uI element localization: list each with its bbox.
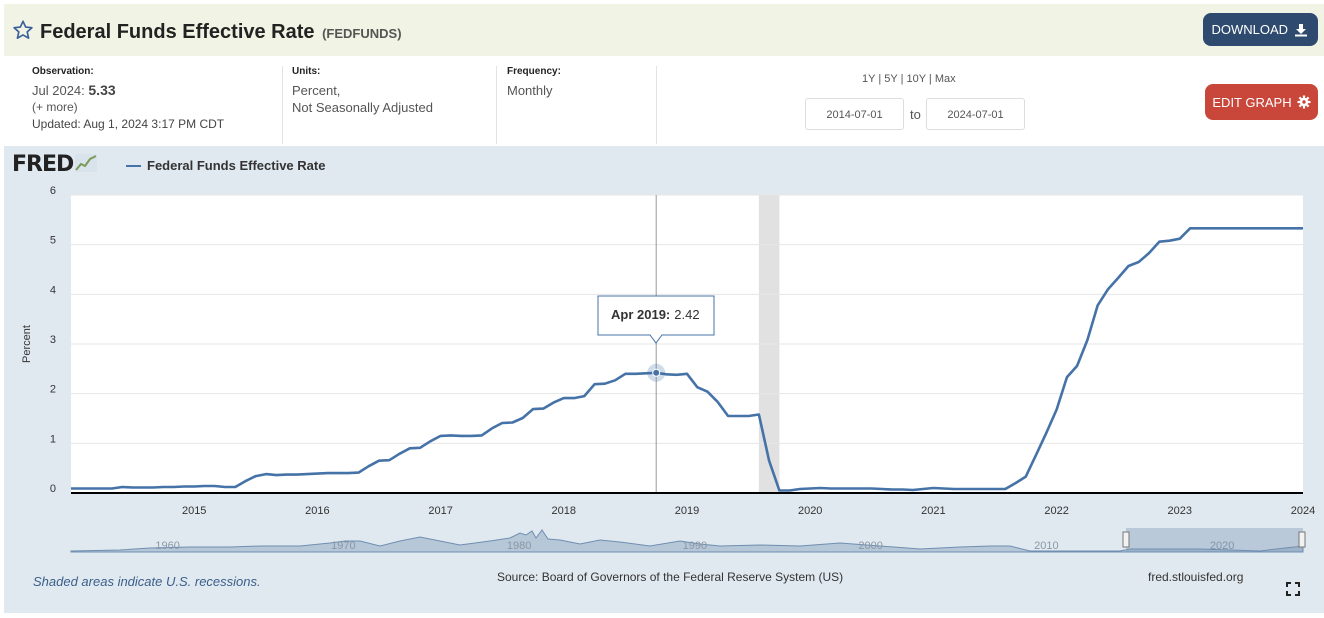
fred-logo-text: FRED: [12, 152, 74, 177]
x-tick-label: 2018: [552, 505, 576, 517]
x-tick-label: 2019: [675, 505, 699, 517]
divider: [496, 66, 497, 144]
units-line-1: Percent,: [292, 83, 341, 98]
observation-value: 5.33: [88, 82, 116, 98]
navigator-tick-label: 2000: [858, 540, 882, 552]
navigator-tick-label: 1970: [331, 540, 355, 552]
x-tick-label: 2021: [921, 505, 945, 517]
navigator-series: [70, 529, 1304, 553]
end-date-input[interactable]: 2024-07-01: [926, 98, 1025, 130]
site-link[interactable]: fred.stlouisfed.org: [1148, 570, 1244, 584]
legend-swatch: [126, 164, 141, 167]
x-tick-label: 2016: [305, 505, 329, 517]
divider: [282, 66, 283, 144]
frequency-block: Frequency: Monthly: [507, 66, 561, 99]
series-line: [71, 227, 1303, 492]
start-date-input[interactable]: 2014-07-01: [805, 98, 904, 130]
title-bar: Federal Funds Effective Rate (FEDFUNDS) …: [4, 4, 1324, 56]
y-tick-label: 4: [50, 284, 56, 296]
series-title: Federal Funds Effective Rate: [40, 21, 315, 43]
y-tick-label: 0: [50, 483, 56, 495]
download-button[interactable]: DOWNLOAD: [1203, 13, 1318, 46]
fullscreen-icon[interactable]: [1286, 582, 1300, 596]
observation-label: Observation:: [32, 66, 94, 77]
x-tick-label: 2017: [428, 505, 452, 517]
navigator-handle-left[interactable]: [1122, 531, 1130, 548]
observation-block: Observation: Jul 2024: 5.33 (+ more) Upd…: [32, 66, 224, 133]
navigator-tick-label: 1990: [683, 540, 707, 552]
x-tick-label: 2015: [182, 505, 206, 517]
highlight-point[interactable]: [652, 368, 661, 377]
frequency-value: Monthly: [507, 83, 553, 98]
x-tick-layer: 2015 2016 2017 2018 2019 2020 2021 2022 2023 2024: [182, 505, 1315, 517]
logo-chart-icon: [75, 154, 98, 172]
y-tick-label: 3: [50, 334, 56, 346]
tooltip-box: [597, 295, 715, 344]
gear-icon: [1297, 95, 1311, 109]
navigator-ticks: 1960 1970 1980 1990 2000 2010 2020: [155, 540, 1234, 552]
x-tick-label: 2022: [1044, 505, 1068, 517]
more-link[interactable]: (+ more): [32, 100, 78, 114]
updated-text: Updated: Aug 1, 2024 3:17 PM CDT: [32, 117, 225, 131]
observation-date: Jul 2024:: [32, 83, 85, 98]
y-tick-label: 5: [50, 235, 56, 247]
tooltip-text: Apr 2019: 2.42: [611, 307, 700, 322]
range-links: 1Y | 5Y | 10Y | Max: [862, 73, 956, 85]
source-text: Source: Board of Governors of the Federa…: [497, 570, 844, 584]
range-navigator[interactable]: 1960 1970 1980 1990 2000 2010 2020: [70, 527, 1306, 553]
to-label: to: [910, 107, 921, 122]
frequency-label: Frequency:: [507, 66, 561, 77]
x-tick-label: 2020: [798, 505, 822, 517]
navigator-tick-label: 2020: [1210, 540, 1234, 552]
x-tick-label: 2024: [1291, 505, 1315, 517]
edit-graph-button[interactable]: EDIT GRAPH: [1205, 84, 1318, 120]
navigator-tick-label: 1960: [155, 540, 179, 552]
fred-logo: FRED: [12, 152, 98, 177]
navigator-tick-label: 1980: [507, 540, 531, 552]
range-max-link[interactable]: Max: [934, 73, 956, 85]
navigator-handle-right[interactable]: [1298, 531, 1306, 548]
tooltip-value: 2.42: [674, 307, 699, 322]
units-block: Units: Percent, Not Seasonally Adjusted: [292, 66, 433, 116]
recession-note: Shaded areas indicate U.S. recessions.: [33, 574, 261, 589]
x-tick-label: 2023: [1168, 505, 1192, 517]
y-tick-label: 6: [50, 185, 56, 197]
chart-legend: Federal Funds Effective Rate: [126, 158, 325, 173]
star-outline-icon[interactable]: [12, 19, 34, 41]
divider: [656, 66, 657, 144]
units-label: Units:: [292, 66, 321, 77]
edit-graph-label: EDIT GRAPH: [1212, 94, 1292, 110]
y-tick-label: 2: [50, 384, 56, 396]
range-1y-link[interactable]: 1Y: [862, 73, 876, 85]
units-line-2: Not Seasonally Adjusted: [292, 100, 433, 115]
range-5y-link[interactable]: 5Y: [884, 73, 898, 85]
legend-label: Federal Funds Effective Rate: [147, 158, 326, 173]
page-title: Federal Funds Effective Rate (FEDFUNDS): [40, 21, 402, 44]
tooltip: Apr 2019: 2.42: [597, 295, 715, 344]
y-axis-label: Percent: [21, 325, 33, 363]
navigator-selection[interactable]: [1126, 528, 1303, 552]
y-tick-label: 1: [50, 433, 56, 445]
navigator-tick-label: 2010: [1034, 540, 1058, 552]
download-icon: [1295, 23, 1307, 36]
download-label: DOWNLOAD: [1211, 22, 1288, 37]
range-10y-link[interactable]: 10Y: [906, 73, 926, 85]
grid-layer: 0 1 2 3 4 5 6: [50, 185, 1303, 495]
series-id: (FEDFUNDS): [322, 26, 402, 41]
tooltip-date: Apr 2019:: [611, 307, 670, 322]
